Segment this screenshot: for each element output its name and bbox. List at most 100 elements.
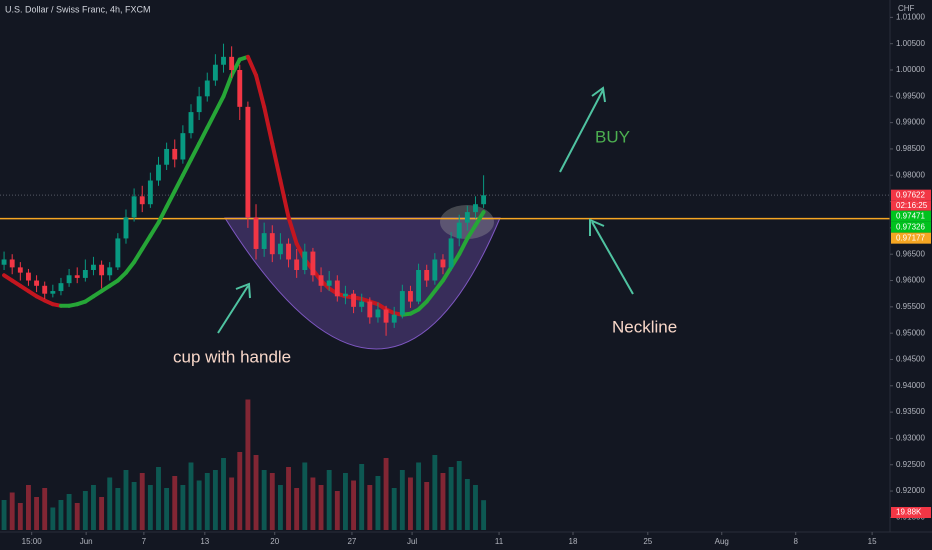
candle-body <box>326 280 332 286</box>
volume-bar <box>139 473 145 530</box>
volume-bar <box>245 399 251 530</box>
x-tick-label: 8 <box>793 537 798 546</box>
candle-body <box>204 80 210 97</box>
candle-body <box>188 112 194 134</box>
price-tag <box>891 221 931 233</box>
y-tick-label: 0.99500 <box>896 91 925 100</box>
moving-average-segment <box>270 141 283 183</box>
cup-shape <box>224 217 501 350</box>
volume-bar <box>334 491 340 530</box>
volume-bar <box>204 473 210 530</box>
countdown-bg <box>891 200 931 211</box>
volume-bar <box>188 462 194 530</box>
candle-body <box>334 280 340 297</box>
volume-bar <box>286 467 291 530</box>
moving-average-segment <box>213 94 226 115</box>
price-tag-label: 0.97177 <box>896 233 925 242</box>
candle-body <box>302 251 308 270</box>
moving-average-segment <box>229 57 242 78</box>
volume-bar <box>456 461 462 530</box>
y-tick-label: 0.93500 <box>896 407 925 416</box>
y-tick-label: 1.00000 <box>896 65 925 74</box>
volume-bar <box>261 470 267 530</box>
moving-average-segment <box>197 125 210 146</box>
moving-average-segment <box>432 278 445 294</box>
moving-average-segment <box>132 246 145 265</box>
y-tick-label: 1.01000 <box>896 12 925 21</box>
candle-body <box>286 243 291 260</box>
moving-average-segment <box>278 178 291 220</box>
x-tick-label: 7 <box>142 537 147 546</box>
volume-bar <box>302 462 308 530</box>
candle-body <box>448 238 454 268</box>
volume-bar <box>481 500 487 530</box>
moving-average-segment <box>424 289 437 304</box>
candle-body <box>107 267 113 276</box>
candle-body <box>318 275 324 286</box>
x-tick-label: 20 <box>270 537 279 546</box>
volume-bar <box>147 485 153 530</box>
x-tick-label: 25 <box>643 537 652 546</box>
candle-body <box>156 164 161 181</box>
volume-bar <box>42 488 48 530</box>
volume-bar <box>26 485 31 530</box>
y-tick-label: 0.94500 <box>896 355 925 364</box>
price-tag-label: 0.97471 <box>896 211 925 220</box>
candle-body <box>359 301 365 307</box>
candle-body <box>66 275 72 284</box>
candle-body <box>50 291 56 294</box>
volume-bar <box>253 455 259 530</box>
volume-bar <box>229 477 235 530</box>
candle-body <box>424 270 430 281</box>
candle-body <box>99 264 105 276</box>
volume-bar <box>448 467 454 530</box>
y-tick-label: 0.95000 <box>896 328 925 337</box>
volume-bar <box>375 476 381 530</box>
buy-note: BUY <box>595 127 630 146</box>
volume-bar <box>359 464 365 530</box>
volume-bar <box>391 488 397 530</box>
annotation-arrows <box>217 86 634 334</box>
moving-average-segment <box>140 233 153 251</box>
candle-body <box>383 309 389 323</box>
moving-average-segment <box>262 104 275 146</box>
volume-bar <box>464 479 470 530</box>
x-tick-label: 15:00 <box>22 537 43 546</box>
candle-body <box>269 233 275 255</box>
candle-body <box>310 251 316 276</box>
moving-average-segment <box>254 73 267 109</box>
y-tick-label: 0.98000 <box>896 170 925 179</box>
candle-body <box>408 291 413 302</box>
moving-average-segment <box>172 173 185 194</box>
candle-body <box>432 259 438 281</box>
moving-average-segment <box>189 141 202 162</box>
volume-bar <box>180 485 186 530</box>
buy-arrow <box>559 86 606 173</box>
volume-bar <box>212 470 218 530</box>
price-tag-label: 0.97622 <box>896 190 925 199</box>
candle-body <box>82 270 88 278</box>
candle-body <box>342 293 348 297</box>
volume-tag <box>891 507 931 518</box>
y-tick-label: 1.00500 <box>896 39 925 48</box>
candle-body <box>253 217 259 249</box>
currency: CHF <box>898 4 915 13</box>
volume-bar <box>91 485 96 530</box>
candle-body <box>147 180 153 205</box>
price-tag <box>891 210 931 222</box>
volume-tag-label: 19.88K <box>896 508 922 517</box>
chart-title: U.S. Dollar / Swiss Franc, 4h, FXCM <box>5 4 151 14</box>
volume-bar <box>99 497 105 530</box>
candle-body <box>277 243 283 255</box>
candle-body <box>367 301 373 318</box>
cup-arrow <box>217 282 251 334</box>
volume-bar <box>172 476 178 530</box>
y-tick-label: 0.99000 <box>896 118 925 127</box>
x-tick-label: 15 <box>868 537 877 546</box>
candle-body <box>131 196 137 218</box>
y-tick-label: 0.96500 <box>896 249 925 258</box>
candle-body <box>91 264 96 270</box>
neckline-note: Neckline <box>612 317 677 336</box>
candle-body <box>416 270 422 302</box>
